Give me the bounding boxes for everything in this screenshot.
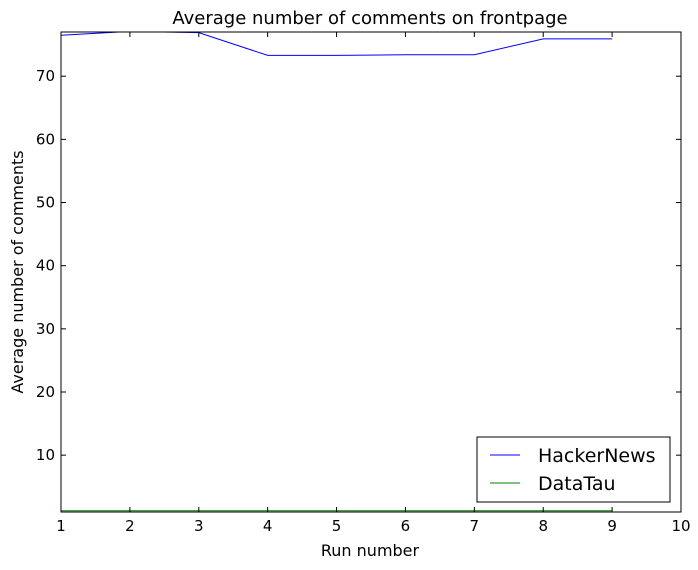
x-tick-label: 4 [263,517,273,535]
x-tick-label: 6 [401,517,411,535]
legend-entries: HackerNews DataTau [490,445,656,495]
x-tick-label: 3 [194,517,204,535]
x-tick-label: 1 [56,517,66,535]
y-tick-label: 10 [36,446,55,464]
x-tick-label: 5 [332,517,342,535]
legend: HackerNews DataTau [476,436,671,503]
x-tick-label: 9 [607,517,617,535]
plot-area [61,32,681,512]
ticks-layer: 1 2 3 4 5 6 7 8 9 10 10 20 30 40 50 60 70 [36,32,691,535]
plot-frame [60,31,682,513]
series-line-hackernews [61,32,613,56]
legend-label-hackernews: HackerNews [538,445,656,467]
y-tick-label: 20 [36,383,55,401]
chart-title: Average number of comments on frontpage [172,8,567,29]
y-axis-title: Average number of comments [8,150,27,393]
y-tick-label: 60 [36,130,55,148]
y-tick-label: 70 [36,67,55,85]
y-tick-label: 40 [36,257,55,275]
x-tick-label: 7 [470,517,480,535]
x-tick-label: 8 [538,517,548,535]
x-axis-title: Run number [321,541,420,560]
x-tick-label: 10 [671,517,690,535]
x-tick-label: 2 [125,517,135,535]
legend-label-datatau: DataTau [538,473,616,495]
y-tick-label: 30 [36,320,55,338]
legend-box [476,436,671,503]
y-tick-label: 50 [36,194,55,212]
